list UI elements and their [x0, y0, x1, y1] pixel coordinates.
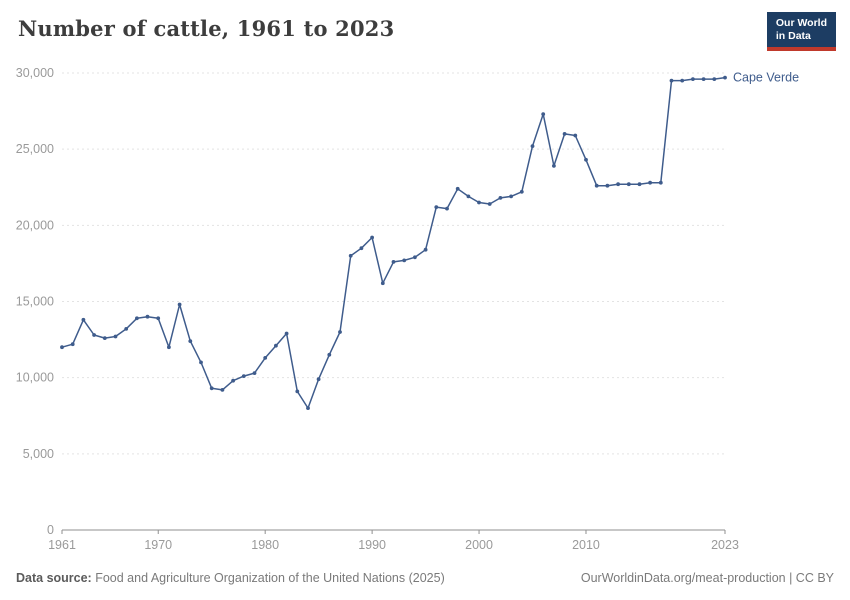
- data-point[interactable]: [359, 246, 364, 251]
- data-point[interactable]: [177, 302, 182, 307]
- series-line[interactable]: [61, 76, 726, 409]
- data-point[interactable]: [316, 377, 321, 382]
- data-point[interactable]: [167, 345, 171, 350]
- data-point[interactable]: [413, 255, 417, 260]
- data-point[interactable]: [156, 316, 161, 321]
- x-tick-label: 1961: [48, 538, 76, 552]
- data-point[interactable]: [605, 183, 610, 188]
- y-tick-label: 30,000: [16, 66, 54, 80]
- chart-footer: Data source: Food and Agriculture Organi…: [0, 555, 850, 600]
- data-point[interactable]: [466, 194, 471, 199]
- x-tick-label: 2023: [711, 538, 739, 552]
- chart-header: Number of cattle, 1961 to 2023 Our World…: [0, 0, 850, 58]
- data-point[interactable]: [701, 77, 706, 81]
- data-point[interactable]: [712, 77, 717, 81]
- data-point[interactable]: [113, 334, 118, 339]
- data-point[interactable]: [135, 316, 139, 321]
- credit-link[interactable]: OurWorldinData.org/meat-production | CC …: [580, 570, 834, 585]
- data-point[interactable]: [70, 342, 75, 347]
- data-point[interactable]: [637, 182, 642, 187]
- y-tick-label: 25,000: [16, 142, 54, 156]
- data-point[interactable]: [370, 235, 374, 240]
- chart-title: Number of cattle, 1961 to 2023: [18, 16, 395, 41]
- data-point[interactable]: [434, 205, 439, 210]
- data-point[interactable]: [519, 189, 524, 194]
- data-source-label: Data source:: [16, 570, 92, 585]
- data-point[interactable]: [498, 196, 503, 200]
- data-point[interactable]: [680, 78, 685, 83]
- y-tick-label: 15,000: [16, 295, 54, 309]
- data-point[interactable]: [691, 77, 695, 81]
- line-chart-svg: 0 5,000 10,000 15,000 20,000 25,000 30,000 1961…: [16, 66, 799, 552]
- data-point[interactable]: [573, 133, 578, 138]
- y-tick-label: 20,000: [16, 218, 54, 232]
- data-point[interactable]: [241, 374, 246, 378]
- data-point[interactable]: [274, 343, 278, 348]
- x-tick-label: 1970: [144, 538, 172, 552]
- data-source: Data source: Food and Agriculture Organi…: [16, 571, 445, 585]
- data-point[interactable]: [552, 164, 556, 168]
- data-point[interactable]: [584, 157, 588, 162]
- chart-body: 0 5,000 10,000 15,000 20,000 25,000 30,000 1961…: [0, 58, 850, 555]
- data-point[interactable]: [402, 258, 407, 263]
- data-point[interactable]: [487, 202, 492, 206]
- data-point[interactable]: [477, 200, 481, 205]
- owid-logo[interactable]: Our World in Data: [766, 12, 836, 52]
- y-tick-label: 5,000: [23, 447, 54, 461]
- data-point[interactable]: [231, 378, 236, 383]
- y-tick-label: 10,000: [16, 371, 54, 385]
- data-point[interactable]: [530, 144, 535, 148]
- data-point[interactable]: [252, 371, 257, 375]
- owid-logo-line1: Our World: [775, 17, 827, 29]
- data-point[interactable]: [391, 260, 396, 264]
- data-point[interactable]: [209, 386, 214, 391]
- data-point[interactable]: [455, 186, 460, 191]
- data-point[interactable]: [81, 317, 86, 322]
- data-point[interactable]: [658, 180, 663, 185]
- data-source-text: Food and Agriculture Organization of the…: [95, 570, 445, 585]
- data-point[interactable]: [616, 182, 620, 187]
- data-point[interactable]: [509, 194, 513, 199]
- y-tick-label: 0: [47, 523, 54, 537]
- series-end-label[interactable]: Cape Verde: [733, 71, 799, 85]
- data-point[interactable]: [220, 388, 225, 392]
- data-point[interactable]: [188, 339, 193, 343]
- data-point[interactable]: [626, 182, 631, 187]
- data-point[interactable]: [423, 247, 428, 252]
- data-point[interactable]: [594, 183, 599, 188]
- data-point[interactable]: [669, 78, 674, 83]
- data-point[interactable]: [263, 356, 268, 360]
- data-point[interactable]: [199, 360, 203, 365]
- data-point[interactable]: [723, 75, 727, 80]
- data-point[interactable]: [380, 281, 385, 286]
- data-point[interactable]: [102, 336, 107, 340]
- data-point[interactable]: [348, 253, 353, 258]
- data-point[interactable]: [92, 333, 96, 337]
- data-point[interactable]: [338, 330, 342, 334]
- data-point[interactable]: [445, 206, 449, 211]
- x-tick-label: 2000: [465, 538, 493, 552]
- x-tick-label: 2010: [572, 538, 600, 552]
- data-point[interactable]: [541, 112, 546, 116]
- data-point[interactable]: [306, 406, 310, 410]
- owid-logo-line2: in Data: [775, 30, 811, 43]
- data-point[interactable]: [124, 327, 129, 331]
- data-point[interactable]: [284, 331, 289, 336]
- data-point[interactable]: [562, 132, 567, 136]
- data-point[interactable]: [145, 314, 150, 319]
- data-point[interactable]: [648, 180, 652, 185]
- x-tick-label: 1990: [358, 538, 386, 552]
- data-point[interactable]: [295, 389, 300, 394]
- data-point[interactable]: [327, 352, 332, 357]
- x-tick-label: 1980: [251, 538, 279, 552]
- data-point[interactable]: [60, 345, 64, 350]
